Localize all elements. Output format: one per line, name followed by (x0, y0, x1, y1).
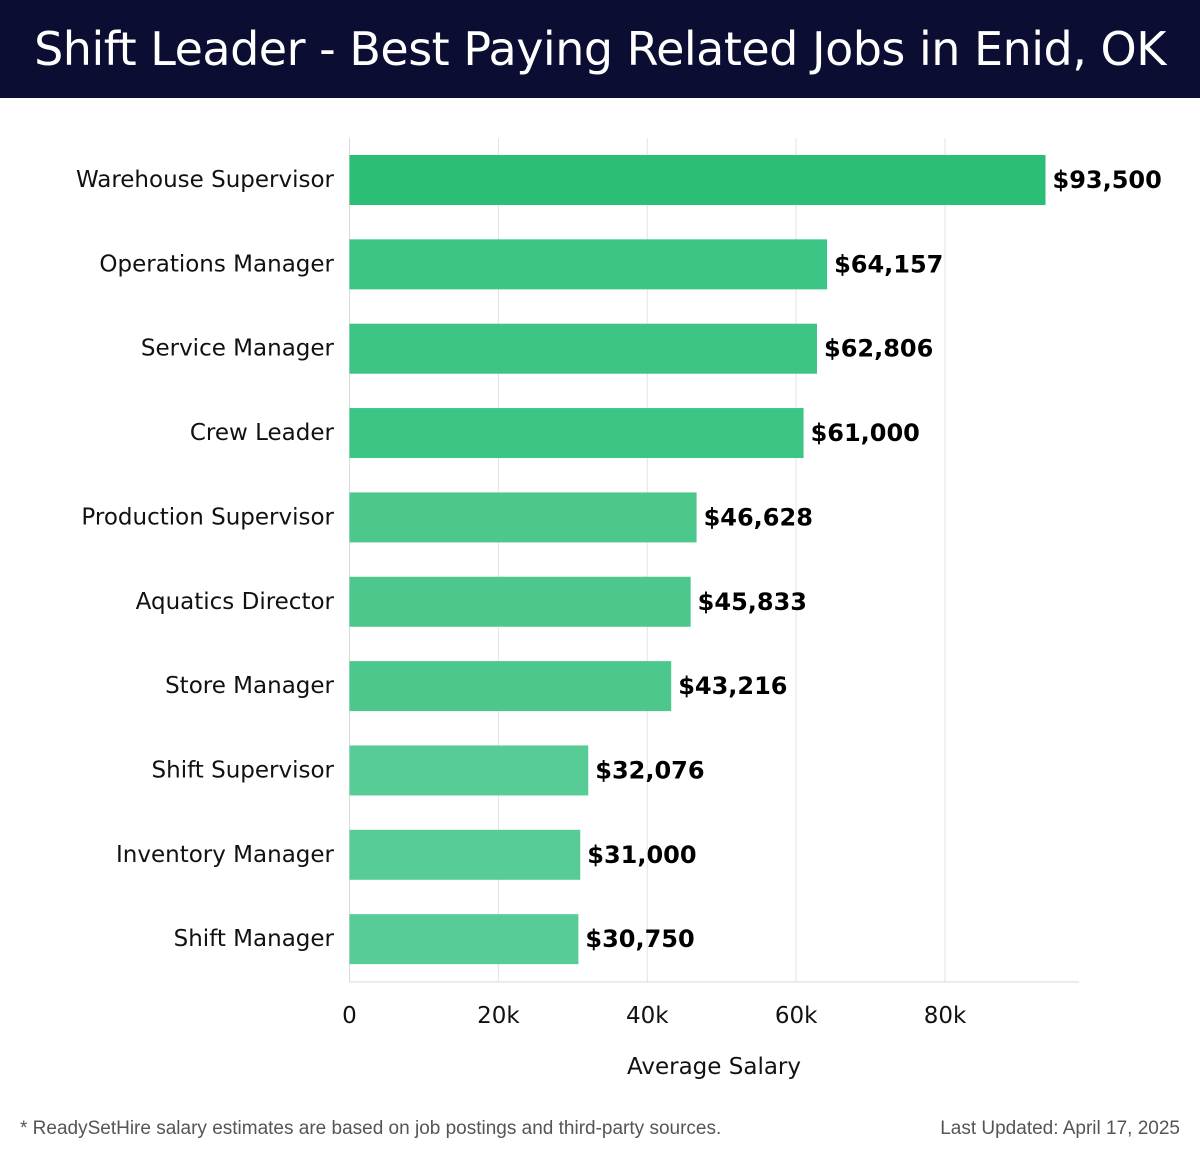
value-label: $61,000 (811, 419, 920, 447)
bar (349, 576, 691, 627)
bar (349, 492, 697, 543)
category-label: Aquatics Director (136, 589, 335, 615)
category-label: Operations Manager (99, 251, 334, 277)
x-tick-label: 80k (924, 1003, 967, 1029)
x-tick-label: 0 (342, 1003, 357, 1029)
value-label: $64,157 (834, 250, 943, 278)
bar (349, 408, 804, 459)
bar (349, 323, 818, 374)
x-tick-label: 20k (477, 1003, 520, 1029)
bar-chart: Warehouse Supervisor $93,500 Operations Ma… (76, 138, 1162, 1080)
category-label: Shift Manager (174, 926, 335, 952)
value-label: $62,806 (824, 335, 933, 363)
bar (349, 829, 581, 880)
category-label: Warehouse Supervisor (76, 167, 335, 193)
category-label: Store Manager (165, 673, 334, 699)
value-label: $30,750 (585, 925, 694, 953)
value-label: $46,628 (704, 503, 813, 531)
chart-title: Shift Leader - Best Paying Related Jobs … (34, 22, 1166, 76)
value-label: $32,076 (595, 756, 704, 784)
value-label: $93,500 (1053, 166, 1162, 194)
footer-note: * ReadySetHire salary estimates are base… (20, 1118, 722, 1139)
x-axis-title: Average Salary (627, 1054, 801, 1080)
value-label: $43,216 (678, 672, 787, 700)
category-label: Shift Supervisor (152, 757, 335, 783)
x-tick-label: 60k (775, 1003, 818, 1029)
last-updated: Last Updated: April 17, 2025 (940, 1118, 1180, 1139)
category-label: Inventory Manager (116, 842, 335, 868)
value-label: $45,833 (698, 588, 807, 616)
bar (349, 914, 579, 965)
category-label: Crew Leader (190, 420, 335, 446)
chart-header: Shift Leader - Best Paying Related Jobs … (0, 0, 1200, 98)
x-tick-label: 40k (626, 1003, 669, 1029)
category-label: Production Supervisor (81, 504, 334, 530)
value-label: $31,000 (587, 841, 696, 869)
bar (349, 239, 828, 290)
bar (349, 745, 589, 796)
bar (349, 661, 672, 712)
category-label: Service Manager (141, 336, 335, 362)
bar (349, 155, 1046, 205)
